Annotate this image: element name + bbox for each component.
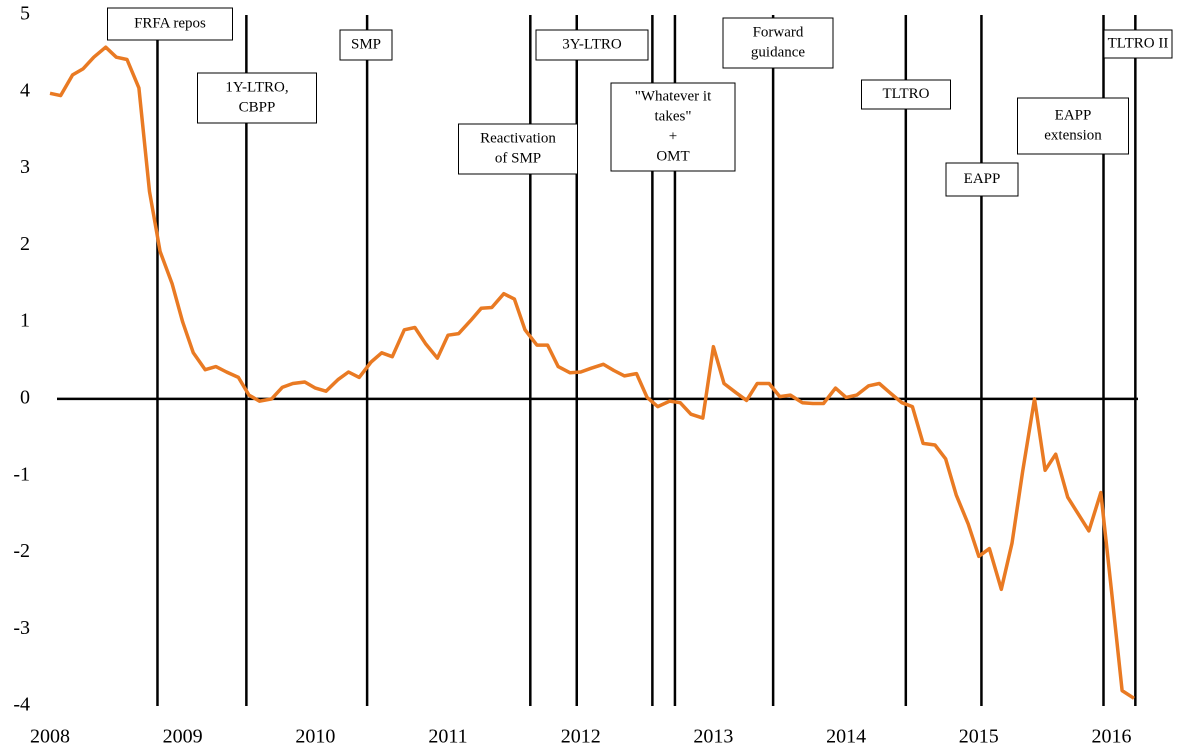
annotation-text: EAPP [1055, 107, 1092, 123]
x-tick-label: 2008 [30, 726, 70, 748]
y-tick-label: 1 [20, 310, 30, 332]
x-tick-label: 2012 [561, 726, 601, 748]
annotation-text: SMP [351, 36, 381, 52]
annotation-box [535, 29, 649, 61]
y-tick-label: -1 [13, 463, 30, 485]
data-line [49, 45, 1135, 700]
y-tick-label: -3 [13, 617, 30, 639]
y-tick-label: 3 [20, 156, 30, 178]
annotation-text: 1Y-LTRO, [225, 79, 288, 95]
annotation-text: FRFA repos [134, 15, 206, 31]
annotation-text: extension [1044, 127, 1102, 143]
annotation-box [945, 162, 1019, 197]
y-tick-label: -2 [13, 540, 30, 562]
annotation-text: TLTRO [883, 86, 930, 102]
annotation-box [339, 29, 393, 61]
annotation-box [722, 17, 834, 69]
annotation-text: "Whatever it [635, 88, 712, 104]
annotation-text: Forward [753, 24, 804, 40]
annotation-box [1103, 29, 1173, 59]
annotation-box [610, 82, 736, 172]
annotation-box [861, 79, 951, 110]
annotation-text: EAPP [964, 171, 1001, 187]
annotation-box [458, 123, 578, 175]
annotation-text: CBPP [239, 99, 276, 115]
x-tick-label: 2010 [295, 726, 335, 748]
x-tick-label: 2009 [163, 726, 203, 748]
x-tick-label: 2016 [1091, 726, 1131, 748]
y-tick-label: 5 [20, 3, 30, 25]
annotation-box [107, 7, 233, 41]
annotation-text: + [669, 128, 677, 144]
annotation-text: takes" [655, 108, 692, 124]
x-tick-label: 2013 [693, 726, 733, 748]
annotation-box [1017, 97, 1129, 155]
x-tick-label: 2014 [826, 726, 866, 748]
annotation-text: of SMP [495, 150, 541, 166]
y-tick-label: -4 [13, 694, 30, 716]
y-tick-label: 2 [20, 233, 30, 255]
annotation-text: guidance [751, 44, 805, 60]
x-tick-label: 2015 [959, 726, 999, 748]
annotation-text: 3Y-LTRO [562, 36, 622, 52]
annotation-text: OMT [656, 148, 689, 164]
annotation-box [197, 72, 317, 124]
x-tick-label: 2011 [428, 726, 467, 748]
y-tick-label: 4 [20, 79, 30, 101]
y-tick-label: 0 [20, 386, 30, 408]
annotation-text: TLTRO II [1108, 35, 1169, 51]
annotation-text: Reactivation [480, 130, 556, 146]
